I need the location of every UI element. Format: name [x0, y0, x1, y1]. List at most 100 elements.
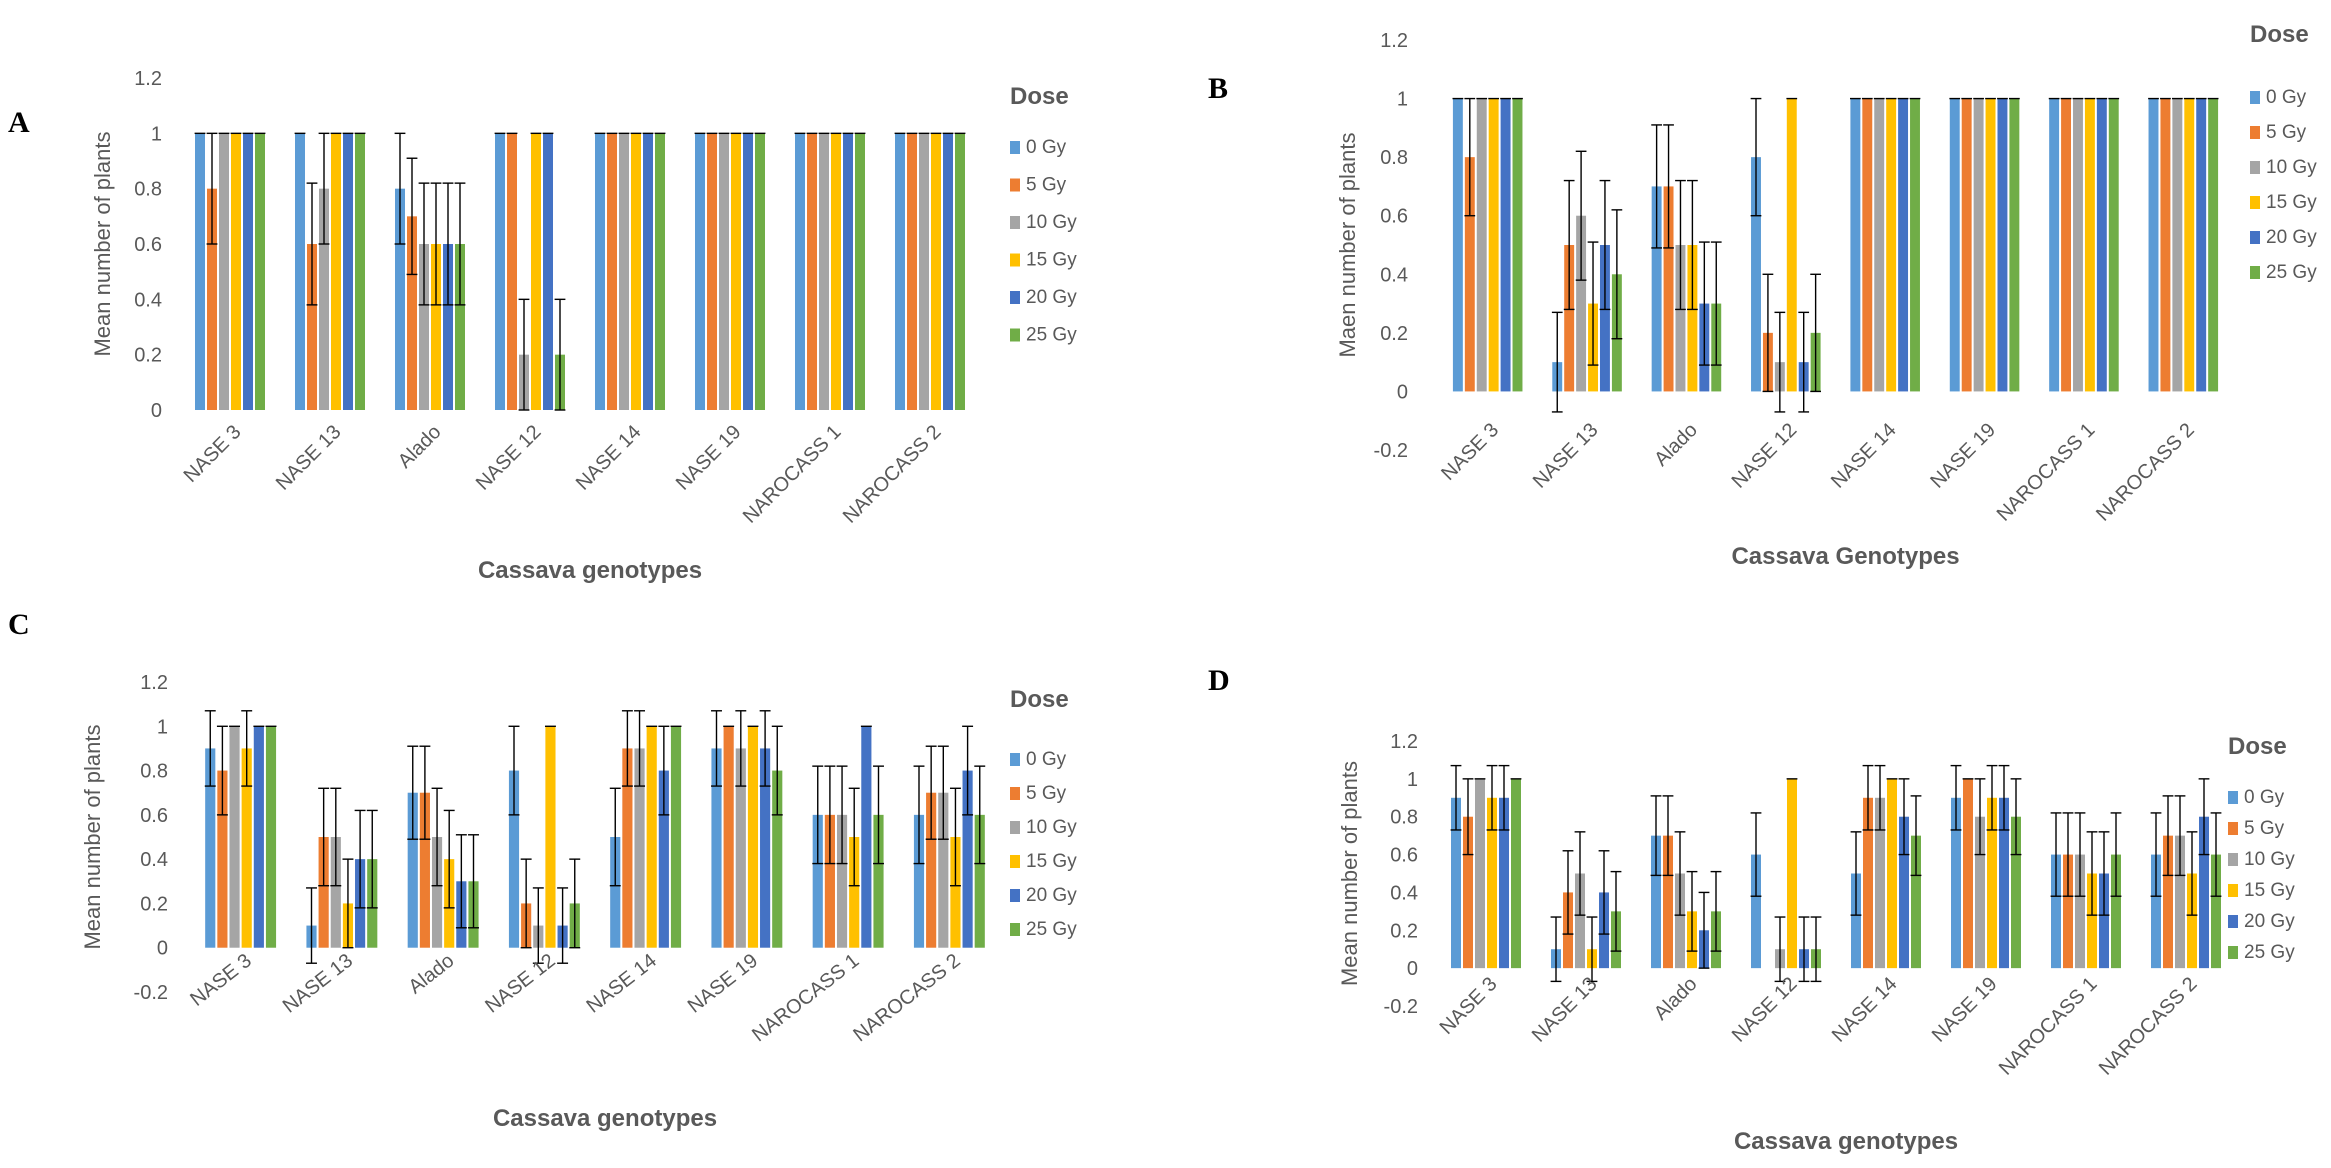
legend-label: 5 Gy — [1026, 783, 1067, 804]
bar-narocass-2-5gy — [926, 792, 937, 948]
x-tick-label: NASE 14 — [1828, 973, 1902, 1047]
bar-nase-14-15gy — [1887, 778, 1897, 969]
bar-nase-19-10gy — [1973, 98, 1984, 392]
bar-nase-14-5gy — [607, 133, 617, 411]
y-tick-label: 0.2 — [134, 345, 162, 367]
legend-label: 10 Gy — [1026, 212, 1077, 233]
bar-nase-14-10gy — [634, 748, 645, 948]
bar-nase-3-20gy — [1500, 98, 1511, 392]
x-tick-label: NAROCASS 2 — [839, 421, 946, 528]
panel-letter-d: D — [1208, 664, 1230, 697]
bar-alado-10gy — [1675, 245, 1686, 392]
bar-nase-19-25gy — [755, 133, 765, 411]
bar-narocass-1-10gy — [2075, 854, 2085, 969]
bar-nase-14-10gy — [1875, 797, 1885, 969]
y-tick-label: -0.2 — [134, 982, 168, 1004]
x-tick-label: NASE 19 — [684, 950, 762, 1018]
legend-label: 10 Gy — [2244, 849, 2295, 870]
bar-narocass-2-15gy — [950, 837, 961, 948]
bar-narocass-2-15gy — [931, 133, 941, 411]
y-tick-label: -0.2 — [1384, 996, 1418, 1018]
x-tick-label: NASE 14 — [582, 950, 660, 1018]
legend-swatch — [2250, 161, 2260, 174]
bar-nase-19-25gy — [2011, 816, 2021, 969]
legend-label: 25 Gy — [2266, 262, 2317, 283]
bar-nase-3-15gy — [241, 748, 252, 948]
bar-nase-14-5gy — [1862, 98, 1873, 392]
bar-nase-3-15gy — [231, 133, 241, 411]
bar-narocass-1-5gy — [2061, 98, 2072, 392]
bar-alado-15gy — [1687, 245, 1698, 392]
bar-narocass-2-20gy — [2196, 98, 2207, 392]
bar-nase-12-15gy — [545, 726, 556, 948]
bar-nase-19-5gy — [723, 726, 734, 948]
chart-panel-d: -0.2 0 0.2 0.4 0.6 0.8 1 1.2 Mean number of plan… — [1337, 731, 2295, 1155]
bar-nase-3-10gy — [1476, 98, 1487, 392]
bar-nase-19-5gy — [707, 133, 717, 411]
bar-nase-12-15gy — [531, 133, 541, 411]
bar-alado-10gy — [1675, 873, 1685, 969]
legend-label: 0 Gy — [1026, 749, 1067, 770]
bar-nase-19-15gy — [731, 133, 741, 411]
y-tick-label: 1 — [151, 123, 162, 145]
x-tick-label: NASE 12 — [1728, 973, 1802, 1047]
legend-label: 15 Gy — [1026, 851, 1077, 872]
bar-alado-0gy — [1651, 835, 1661, 969]
bar-nase-19-0gy — [1951, 797, 1961, 969]
x-tick-label: NAROCASS 1 — [1995, 973, 2102, 1080]
y-tick-label: 1.2 — [1380, 30, 1408, 52]
x-tick-label: Alado — [1650, 419, 1702, 471]
bar-narocass-2-10gy — [919, 133, 929, 411]
bar-nase-3-10gy — [1475, 778, 1485, 969]
y-tick-label: 0.4 — [134, 289, 162, 311]
legend-label: 0 Gy — [2266, 87, 2307, 108]
bar-nase-19-20gy — [1999, 797, 2009, 969]
legend-swatch — [2228, 822, 2238, 835]
y-tick-label: 0.2 — [1380, 323, 1408, 345]
bar-nase-12-0gy — [508, 770, 520, 948]
x-tick-label: Alado — [404, 950, 458, 999]
x-tick-label: NASE 19 — [1926, 419, 2000, 493]
legend-label: 20 Gy — [1026, 287, 1077, 308]
x-tick-label: Alado — [1650, 973, 1702, 1025]
x-tick-label: NASE 3 — [186, 950, 256, 1011]
bar-narocass-2-0gy — [2151, 854, 2161, 969]
bar-alado-0gy — [395, 188, 405, 410]
legend-label: 15 Gy — [2244, 880, 2295, 901]
bar-nase-3-5gy — [207, 188, 217, 410]
x-tick-label: NASE 13 — [1528, 973, 1602, 1047]
y-axis-title: Mean number of plants — [1337, 761, 1362, 986]
legend-swatch — [1010, 178, 1020, 192]
x-tick-label: NASE 3 — [180, 421, 246, 487]
bar-narocass-1-0gy — [2051, 854, 2061, 969]
bar-narocass-2-0gy — [2148, 98, 2159, 392]
legend-swatch — [1010, 821, 1020, 834]
x-tick-label: NAROCASS 1 — [748, 950, 863, 1047]
bar-narocass-2-15gy — [2187, 873, 2197, 969]
bar-narocass-2-0gy — [913, 814, 925, 948]
y-tick-label: 0.8 — [134, 179, 162, 201]
legend-swatch — [1010, 855, 1020, 868]
bar-narocass-2-25gy — [974, 814, 985, 948]
x-tick-label: NASE 3 — [1436, 973, 1502, 1039]
bar-nase-19-15gy — [1985, 98, 1996, 392]
legend-swatch — [2228, 946, 2238, 959]
bar-nase-3-0gy — [1452, 98, 1463, 392]
bar-narocass-1-10gy — [836, 814, 848, 948]
chart-panel-b: -0.2 0 0.2 0.4 0.6 0.8 1 1.2 Maen number of plan… — [1335, 21, 2317, 570]
x-tick-label: NASE 19 — [672, 421, 746, 495]
bar-narocass-1-25gy — [855, 133, 865, 411]
bar-nase-14-10gy — [619, 133, 629, 411]
legend-label: 20 Gy — [2244, 911, 2295, 932]
bar-nase-3-25gy — [1511, 778, 1521, 969]
y-tick-label: 0.2 — [1390, 920, 1418, 942]
bar-nase-14-20gy — [658, 770, 669, 948]
bar-narocass-2-5gy — [2163, 835, 2173, 969]
bar-nase-19-5gy — [1961, 98, 1972, 392]
bar-alado-5gy — [419, 792, 430, 948]
x-tick-label: NAROCASS 2 — [2092, 419, 2199, 526]
bar-nase-14-20gy — [1898, 98, 1909, 392]
y-tick-label: 0 — [151, 400, 162, 422]
bar-nase-13-20gy — [1599, 245, 1610, 392]
